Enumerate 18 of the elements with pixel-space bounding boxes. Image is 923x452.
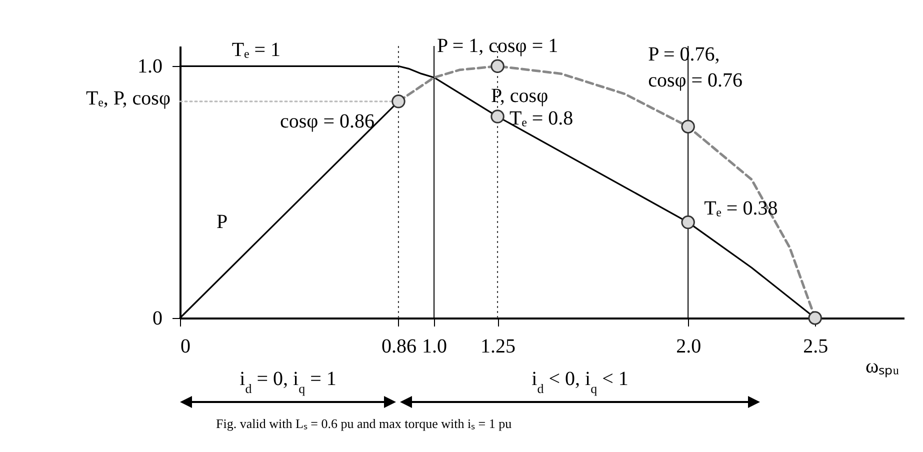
annotation: cosφ = 0.86 <box>280 110 374 132</box>
x-axis-title: ωₛₚᵤ <box>866 356 900 378</box>
x-tick-label: 1.25 <box>480 336 516 358</box>
text: i$_{d}$ < 0, i$_{q}$ < 1 <box>532 368 628 396</box>
series-label: P, cosφ <box>490 85 548 108</box>
annotation: Tₑ = 0.38 <box>704 197 778 220</box>
text: i$_{d}$ = 0, i$_{q}$ = 1 <box>240 368 336 396</box>
text: Fig. valid with Lₛ = 0.6 pu and max torque with iₛ = 1 pu <box>216 416 512 431</box>
annotation: P = 1, cosφ = 1 <box>436 35 558 58</box>
y-axis-title: Tₑ, P, cosφ <box>86 88 170 110</box>
x-tick-label: 2.0 <box>676 336 702 358</box>
x-tick-label: 0 <box>180 336 190 358</box>
series-label: P <box>216 211 228 233</box>
x-tick-label: 2.5 <box>803 336 828 358</box>
x-tick-label: 0.86 <box>381 336 416 358</box>
annotation: Tₑ = 1 <box>232 39 281 62</box>
x-tick-label: 1.0 <box>422 336 448 358</box>
annotation: Tₑ = 0.8 <box>510 108 574 130</box>
